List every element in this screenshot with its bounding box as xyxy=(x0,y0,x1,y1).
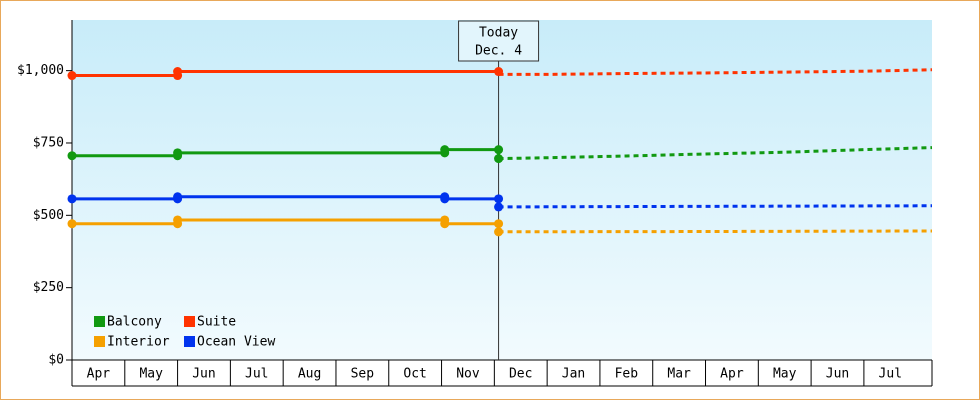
legend-swatch xyxy=(94,316,105,327)
today-label: Today xyxy=(479,26,518,41)
forecast-line xyxy=(498,146,933,161)
plot-area xyxy=(72,20,932,360)
x-tick-label: Aug xyxy=(298,367,321,382)
legend-label: Suite xyxy=(197,315,236,330)
price-point xyxy=(173,148,183,158)
x-tick-label: May xyxy=(139,367,163,382)
x-tick-label: Nov xyxy=(456,367,480,382)
legend-label: Balcony xyxy=(107,315,162,330)
price-point xyxy=(494,67,504,77)
today-box xyxy=(458,20,540,62)
price-point xyxy=(173,215,183,225)
price-point xyxy=(173,67,183,77)
price-point xyxy=(67,219,77,229)
price-point xyxy=(494,202,504,212)
price-point xyxy=(494,219,504,229)
x-tick-label: Jun xyxy=(826,367,849,382)
x-tick-label: Sep xyxy=(351,367,375,382)
legend-swatch xyxy=(94,336,105,347)
x-tick-label: Jan xyxy=(562,367,585,382)
price-point xyxy=(494,194,504,204)
x-tick-label: Mar xyxy=(667,367,691,382)
x-tick-label: May xyxy=(773,367,797,382)
legend-label: Ocean View xyxy=(197,335,275,350)
y-tick-label: $500 xyxy=(33,208,64,223)
today-date: Dec. 4 xyxy=(475,44,522,59)
x-tick-label: Apr xyxy=(87,367,111,382)
x-tick-label: Apr xyxy=(720,367,744,382)
forecast-line xyxy=(498,68,933,76)
price-point xyxy=(67,194,77,204)
y-tick-label: $0 xyxy=(48,353,64,368)
legend-swatch xyxy=(184,316,195,327)
x-tick-label: Oct xyxy=(403,367,426,382)
price-point xyxy=(440,219,450,229)
x-tick-label: Jun xyxy=(192,367,215,382)
x-tick-label: Dec xyxy=(509,367,532,382)
y-tick-label: $1,000 xyxy=(17,63,64,78)
legend-label: Interior xyxy=(107,335,170,350)
price-point xyxy=(494,145,504,155)
legend-swatch xyxy=(184,336,195,347)
x-tick-label: Jul xyxy=(879,367,902,382)
x-tick-label: Jul xyxy=(245,367,268,382)
price-point xyxy=(67,151,77,161)
y-tick-label: $750 xyxy=(33,135,64,150)
x-tick-label: Feb xyxy=(615,367,639,382)
price-point xyxy=(173,192,183,202)
price-point xyxy=(67,71,77,81)
price-point xyxy=(440,194,450,204)
price-point xyxy=(494,154,504,164)
y-tick-label: $250 xyxy=(33,280,64,295)
price-point xyxy=(440,145,450,155)
price-point xyxy=(494,227,504,237)
